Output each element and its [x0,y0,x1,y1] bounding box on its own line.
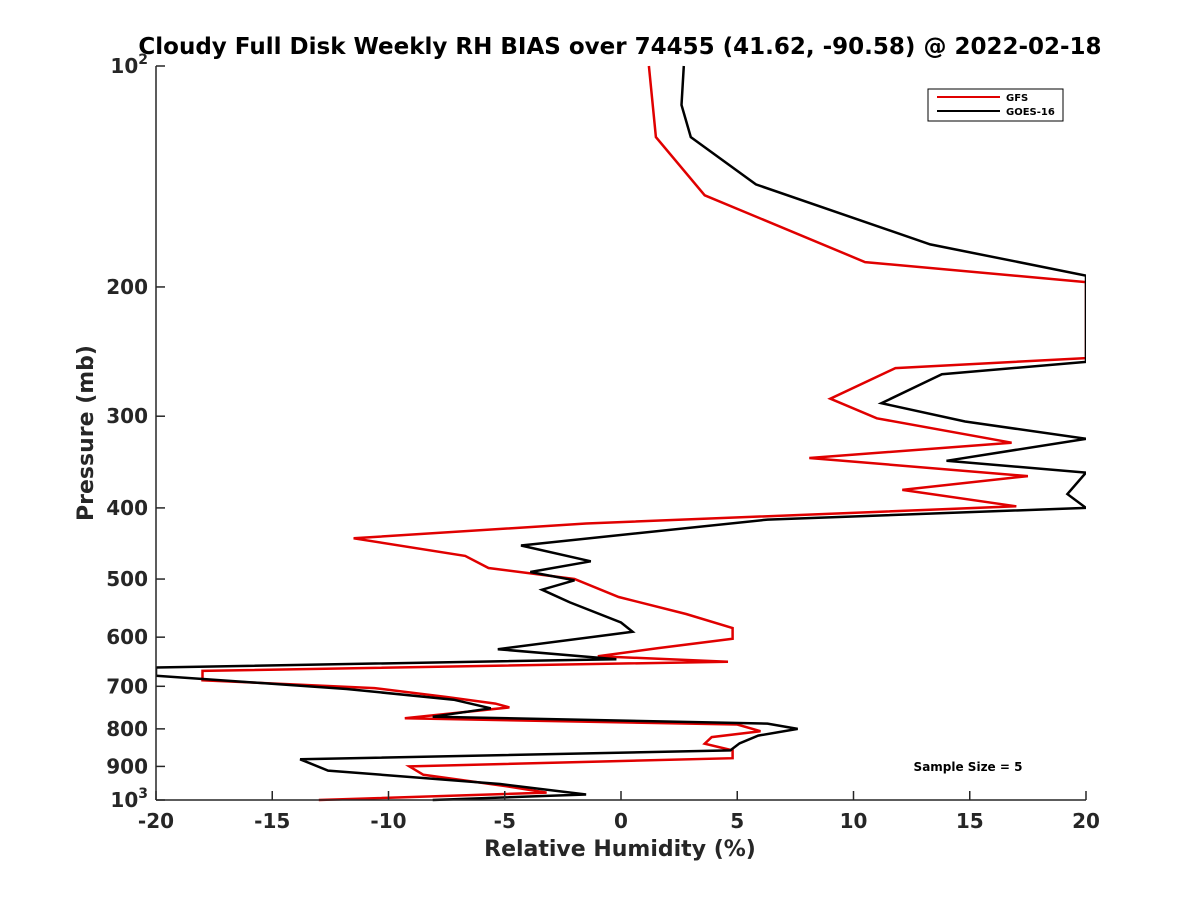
y-tick-label: 103 [110,786,148,812]
x-tick-label: -20 [138,809,174,833]
legend-label-goes16: GOES-16 [1006,107,1055,118]
y-tick-label: 900 [106,754,148,778]
series-line-gfs [201,65,1086,802]
sample-size-annotation: Sample Size = 5 [914,760,1023,774]
legend-box [927,88,1064,122]
x-tick-label: 15 [956,809,984,833]
y-tick-label: 700 [106,674,148,698]
y-tick-label: 400 [106,496,148,520]
x-tick-label: -15 [254,809,290,833]
y-tick-label: 800 [106,717,148,741]
y-axis-ticks: 102 200 300 400 500 600 700 800 900 103 [106,52,165,812]
y-axis-title: Pressure (mb) [74,345,99,521]
x-tick-label: -5 [494,809,516,833]
x-tick-label: 10 [840,809,868,833]
chart-title: Cloudy Full Disk Weekly RH BIAS over 744… [138,34,1101,60]
y-tick-label: 102 [110,52,148,78]
x-tick-label: 0 [614,809,628,833]
series-layer [156,65,1086,802]
y-tick-label: 500 [106,567,148,591]
x-tick-label: -10 [370,809,406,833]
y-tick-label: 200 [106,275,148,299]
y-tick-label: 600 [106,625,148,649]
y-tick-label: 300 [106,404,148,428]
x-axis-ticks: -20 -15 -10 -5 0 5 10 15 20 [138,791,1100,833]
plot-area [156,66,1086,800]
legend: GFS GOES-16 [927,88,1064,122]
x-axis-title: Relative Humidity (%) [484,837,756,862]
x-tick-label: 20 [1072,809,1100,833]
series-line-goes-16 [156,65,1086,802]
legend-label-gfs: GFS [1006,93,1028,104]
x-tick-label: 5 [730,809,744,833]
